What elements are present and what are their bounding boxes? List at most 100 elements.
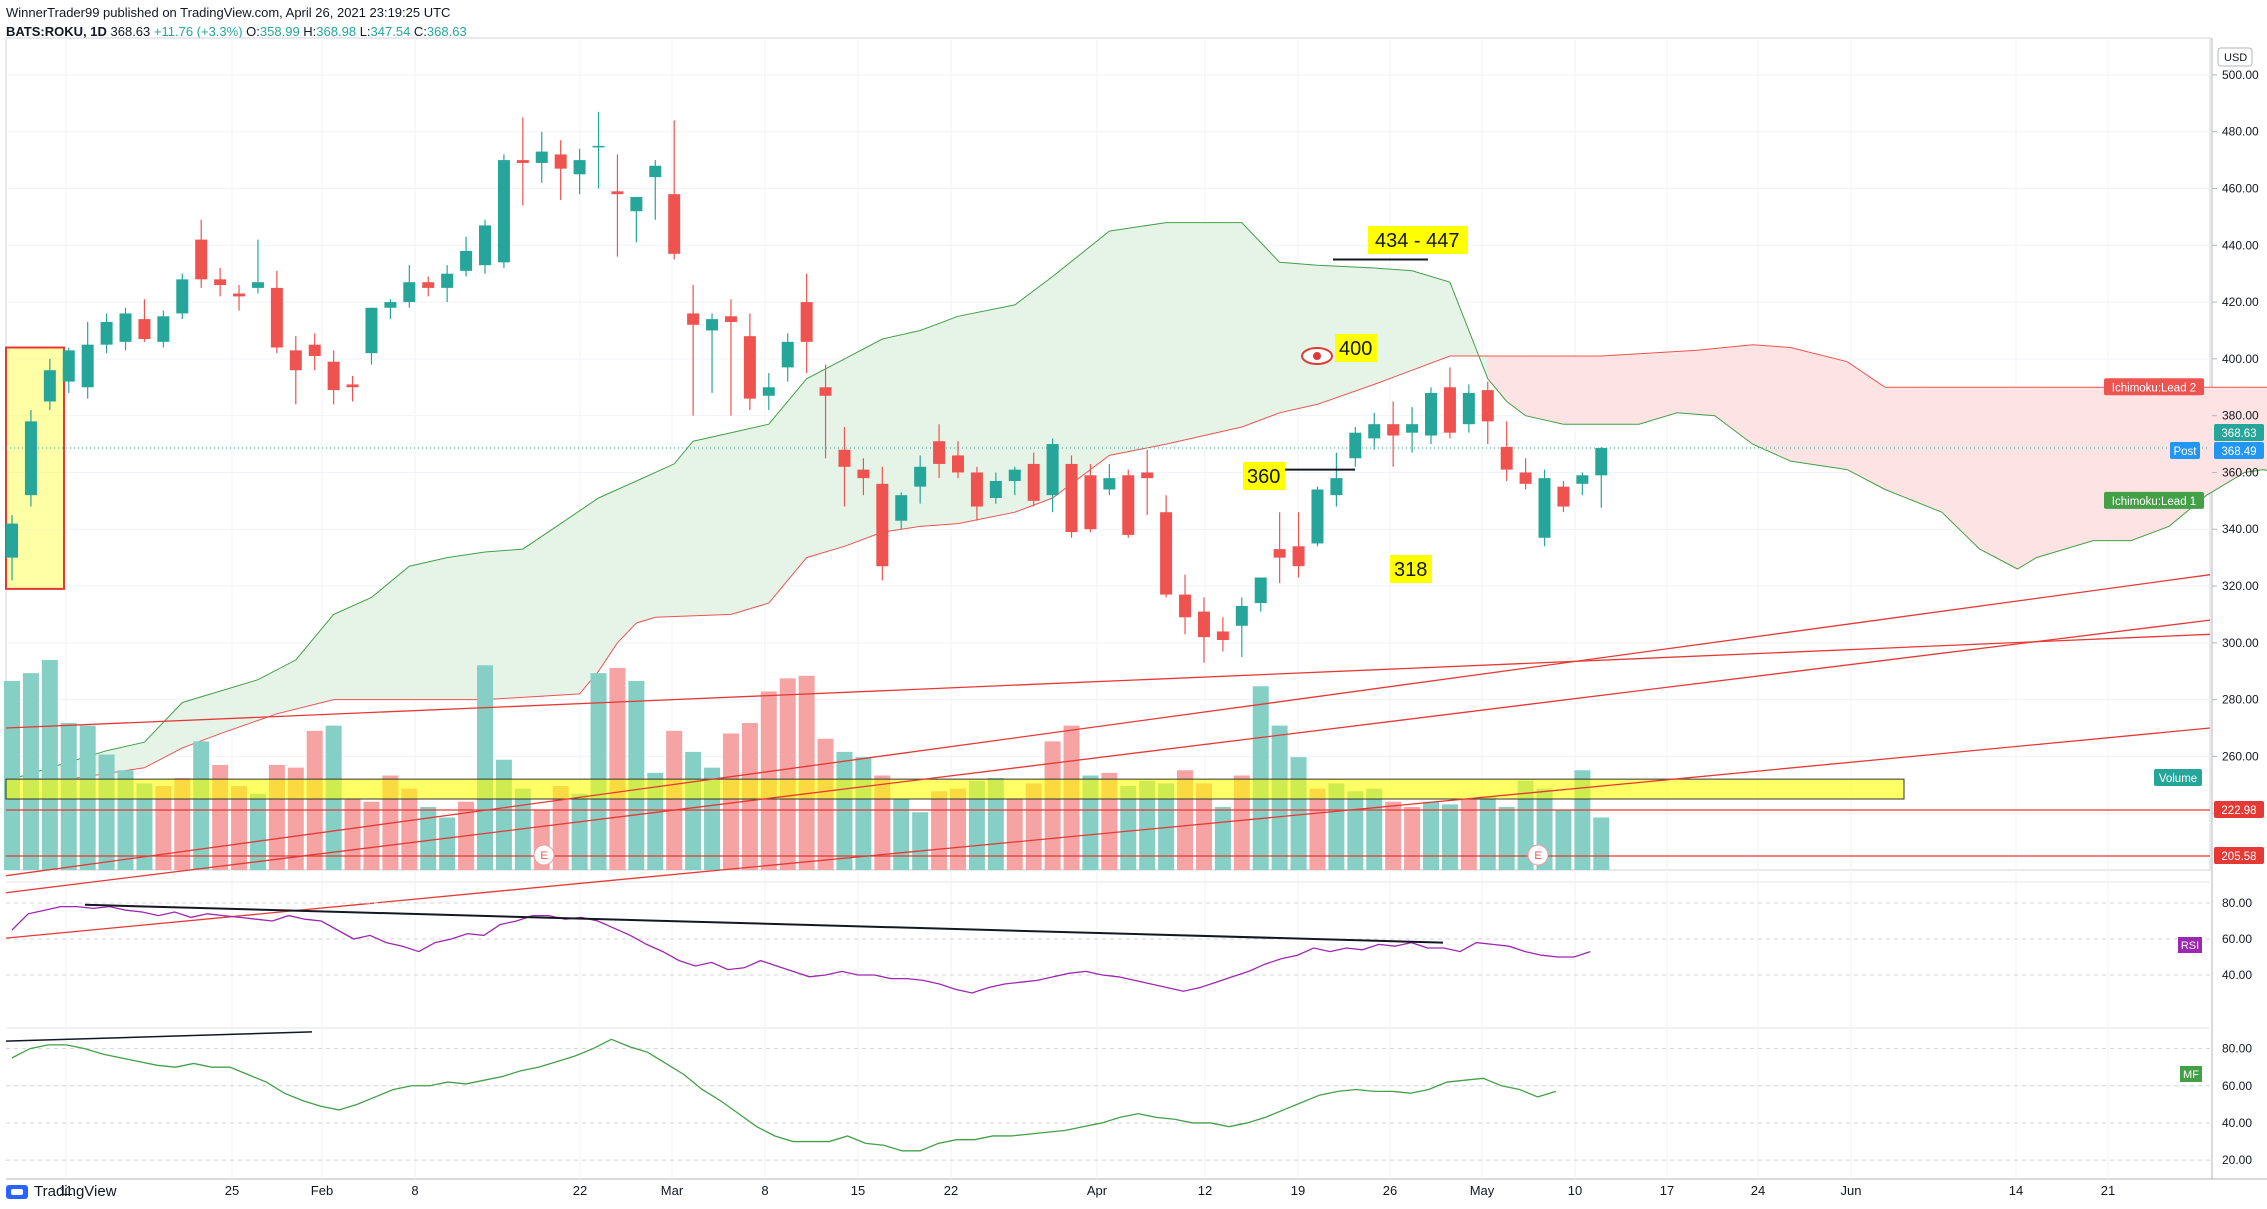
- cloud-segment: [409, 563, 420, 700]
- cloud-segment: [2055, 386, 2066, 553]
- cloud-segment: [219, 687, 230, 735]
- cloud-segment: [957, 314, 968, 524]
- candle-body: [819, 387, 832, 396]
- volume-bar: [1120, 786, 1137, 870]
- cloud-segment: [2206, 386, 2217, 496]
- cloud-segment: [399, 565, 410, 700]
- cloud-segment: [683, 440, 694, 617]
- cloud-segment: [1109, 229, 1120, 456]
- price-tick-label: 340.00: [2222, 522, 2259, 536]
- candle-body: [24, 421, 37, 496]
- cloud-segment: [1250, 231, 1262, 424]
- cloud-segment: [1903, 386, 1914, 502]
- cloud-segment: [588, 497, 599, 684]
- volume-bar: [1441, 804, 1458, 870]
- cloud-segment: [1307, 264, 1318, 407]
- mfi-trendline: [5, 1031, 313, 1042]
- candle-body: [119, 313, 132, 342]
- cloud-segment: [1714, 347, 1725, 424]
- candle-body: [649, 165, 662, 178]
- cloud-segment: [2092, 386, 2103, 541]
- cloud-segment: [1960, 386, 1971, 541]
- candle-body: [251, 282, 264, 288]
- post-price-label-bg: [2214, 442, 2264, 459]
- volume-bar: [836, 751, 853, 870]
- cloud-segment: [929, 322, 940, 527]
- candle-body: [1557, 486, 1570, 507]
- volume-bar: [685, 751, 702, 870]
- candle-body: [233, 293, 246, 297]
- cloud-segment: [1799, 349, 1810, 465]
- cloud-segment: [1951, 386, 1962, 532]
- cloud-segment: [1884, 386, 1895, 494]
- volume-bar: [1158, 783, 1175, 870]
- annotation-label: 318: [1394, 559, 1427, 581]
- volume-bar: [231, 786, 248, 870]
- time-tick-label: 21: [2101, 1183, 2115, 1198]
- cloud-segment: [1440, 278, 1451, 361]
- candle-body: [1292, 546, 1305, 567]
- cloud-segment: [654, 467, 666, 618]
- candle-body: [970, 472, 983, 507]
- trend-line: [5, 574, 2211, 877]
- cloud-segment: [1969, 386, 1980, 550]
- candle-body: [933, 441, 946, 464]
- candle-body: [800, 302, 813, 342]
- cloud-segment: [446, 555, 457, 700]
- volume-bar: [249, 793, 266, 870]
- cloud-segment: [1317, 264, 1328, 405]
- earnings-marker: [533, 844, 555, 866]
- volume-bar: [987, 778, 1004, 870]
- cloud-segment: [1099, 230, 1110, 464]
- cloud-segment: [1137, 225, 1148, 451]
- volume-bar: [1423, 801, 1439, 870]
- candle-body: [308, 344, 321, 357]
- candle-body: [762, 387, 775, 396]
- volume-bar: [98, 754, 115, 870]
- price-axis[interactable]: 500.00 480.00 460.00 440.00 420.00 400.00 380.…: [2104, 47, 2264, 1167]
- volume-bar: [1252, 686, 1269, 870]
- candle-body: [1311, 489, 1324, 544]
- candle-body: [1330, 478, 1343, 496]
- cloud-segment: [1553, 355, 1564, 425]
- volume-bar: [1006, 799, 1023, 870]
- volume-bar: [1328, 783, 1345, 870]
- cloud-segment: [1932, 386, 1943, 513]
- time-tick-label: 19: [1291, 1183, 1305, 1198]
- cloud-segment: [1515, 355, 1526, 417]
- rsi-line: [11, 905, 1591, 994]
- cloud-segment: [711, 434, 722, 616]
- cloud-segment: [210, 690, 221, 738]
- price-line-label: 222.98: [2221, 805, 2256, 817]
- ichimoku-lead2-line: [12, 344, 2267, 780]
- time-tick-label: 26: [1383, 1183, 1397, 1198]
- trend-line: [5, 633, 2211, 729]
- open-label: O:: [246, 24, 260, 39]
- cloud-segment: [541, 529, 552, 697]
- cloud-segment: [2140, 386, 2151, 538]
- cloud-segment: [1723, 346, 1735, 431]
- candle-body: [554, 154, 567, 169]
- time-axis[interactable]: 11 25 Feb 8 22 Mar 8 15 22 Apr 12 19 26 May 10 17 24 Jun 1…: [59, 1183, 2115, 1198]
- ichimoku-lead1-line: [11, 222, 2267, 780]
- price-tick-label: 280.00: [2222, 693, 2259, 707]
- cloud-segment: [1695, 349, 1706, 416]
- cloud-segment: [513, 548, 524, 699]
- earnings-marker-label: E: [540, 850, 547, 862]
- cloud-segment: [427, 559, 439, 700]
- candle-body: [441, 273, 454, 288]
- cloud-segment: [768, 411, 779, 604]
- candle-body: [952, 455, 964, 473]
- brand-label: TradingView: [34, 1183, 117, 1200]
- cloud-segment: [1326, 265, 1337, 402]
- cloud-segment: [1345, 266, 1356, 395]
- candle-body: [1197, 611, 1210, 638]
- cloud-segment: [636, 476, 647, 624]
- cloud-segment: [2073, 386, 2085, 547]
- candle-body: [1235, 605, 1248, 626]
- time-tick-label: Feb: [311, 1183, 333, 1198]
- candle-body: [895, 495, 908, 521]
- cloud-segment: [1194, 222, 1205, 439]
- tradingview-logo-icon: [6, 1184, 28, 1199]
